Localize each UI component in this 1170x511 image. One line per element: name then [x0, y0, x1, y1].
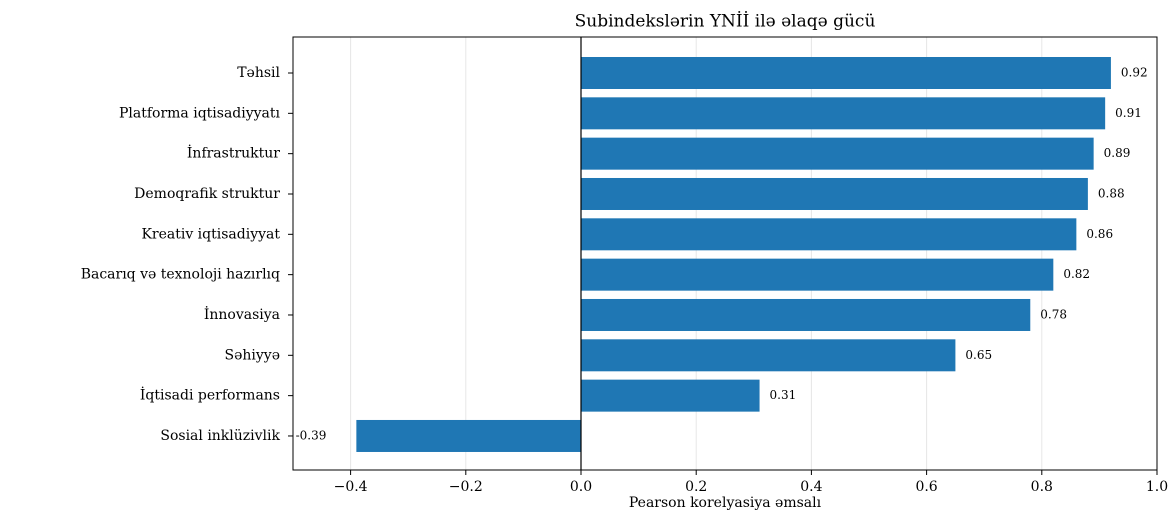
- bar: [581, 177, 1088, 210]
- bar: [581, 57, 1111, 89]
- x-tick-label: 0.0: [570, 479, 592, 495]
- value-label: 0.78: [1040, 307, 1067, 321]
- y-tick-label: Təhsil: [237, 65, 280, 81]
- value-label: 0.31: [770, 388, 797, 402]
- y-tick-label: İqtisadi performans: [140, 386, 280, 404]
- value-label: 0.89: [1104, 146, 1131, 160]
- value-label: 0.92: [1121, 66, 1148, 80]
- bar: [356, 419, 581, 452]
- bar: [581, 298, 1031, 331]
- bar: [581, 339, 956, 372]
- x-tick-label: 0.2: [685, 479, 707, 495]
- x-tick-label: 0.8: [1031, 479, 1053, 495]
- value-label: -0.39: [296, 428, 327, 442]
- y-tick-label: Demoqrafik struktur: [134, 186, 280, 202]
- x-tick-label: −0.4: [334, 479, 368, 495]
- y-tick-label: İnfrastruktur: [187, 144, 280, 162]
- x-tick-label: −0.2: [449, 479, 483, 495]
- value-label: 0.65: [965, 348, 992, 362]
- x-tick-label: 1.0: [1146, 479, 1168, 495]
- x-axis-label: Pearson korelyasiya əmsalı: [629, 495, 822, 511]
- value-label: 0.86: [1086, 227, 1113, 241]
- y-tick-label: Səhiyyə: [225, 347, 280, 363]
- bar: [581, 258, 1054, 291]
- bar: [581, 218, 1077, 251]
- x-tick-label: 0.4: [800, 479, 822, 495]
- y-tick-label: Bacarıq və texnoloji hazırlıq: [81, 267, 280, 283]
- value-label: 0.91: [1115, 106, 1142, 120]
- x-tick-label: 0.6: [915, 479, 937, 495]
- y-tick-label: Sosial inklüzivlik: [160, 428, 280, 444]
- bar: [581, 379, 760, 412]
- value-label: 0.88: [1098, 186, 1125, 200]
- bar: [581, 137, 1094, 170]
- value-label: 0.82: [1063, 267, 1090, 281]
- y-tick-label: Platforma iqtisadiyyatı: [119, 105, 281, 121]
- plot-frame: [292, 36, 1158, 471]
- y-tick-label: İnnovasiya: [204, 305, 280, 323]
- bar: [581, 97, 1106, 130]
- y-tick-label: Kreativ iqtisadiyyat: [141, 226, 280, 242]
- chart-title: Subindekslərin YNİİ ilə əlaqə gücü: [575, 11, 876, 32]
